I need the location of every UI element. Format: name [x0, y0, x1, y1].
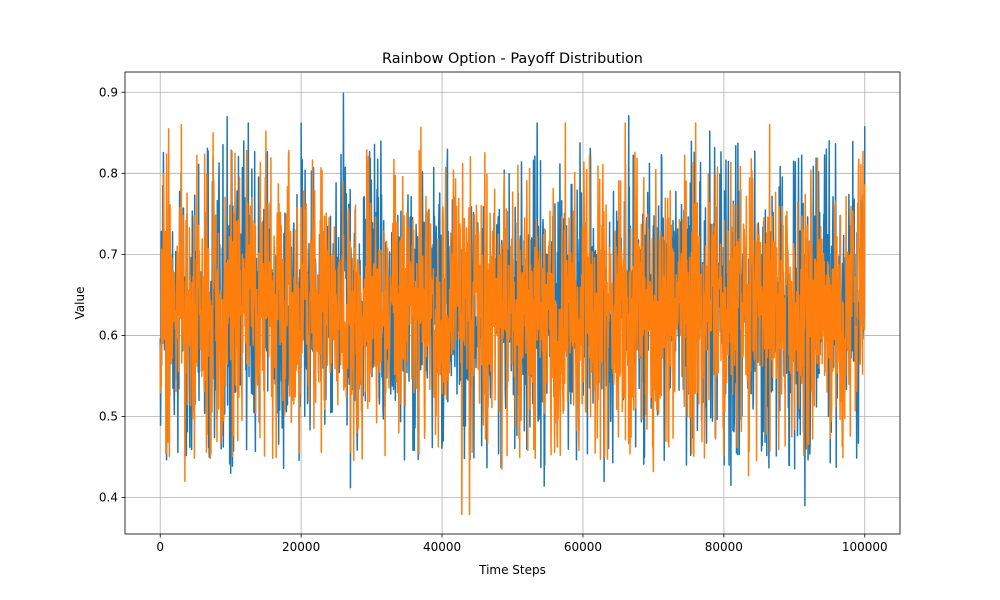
x-axis: 0 20000 40000 60000 80000 100000: [156, 534, 888, 554]
x-tick-label: 60000: [564, 540, 602, 554]
x-tick-label: 80000: [705, 540, 743, 554]
y-axis-label: Value: [73, 287, 87, 320]
chart-title: Rainbow Option - Payoff Distribution: [382, 51, 643, 67]
x-tick-label: 0: [156, 540, 164, 554]
plot-frame: [124, 71, 901, 535]
y-tick-label: 0.9: [99, 85, 118, 99]
y-tick-label: 0.4: [99, 491, 118, 505]
x-axis-label: Time Steps: [478, 563, 546, 577]
series-line-orange: [159, 122, 866, 516]
x-tick-label: 100000: [842, 540, 888, 554]
y-tick-label: 0.6: [99, 328, 118, 342]
x-tick-label: 20000: [282, 540, 320, 554]
series-layer: [159, 92, 866, 516]
x-tick-label: 40000: [423, 540, 461, 554]
y-tick-label: 0.7: [99, 247, 118, 261]
y-tick-label: 0.5: [99, 409, 118, 423]
y-tick-label: 0.8: [99, 166, 118, 180]
y-axis: 0.4 0.5 0.6 0.7 0.8 0.9: [99, 85, 125, 505]
